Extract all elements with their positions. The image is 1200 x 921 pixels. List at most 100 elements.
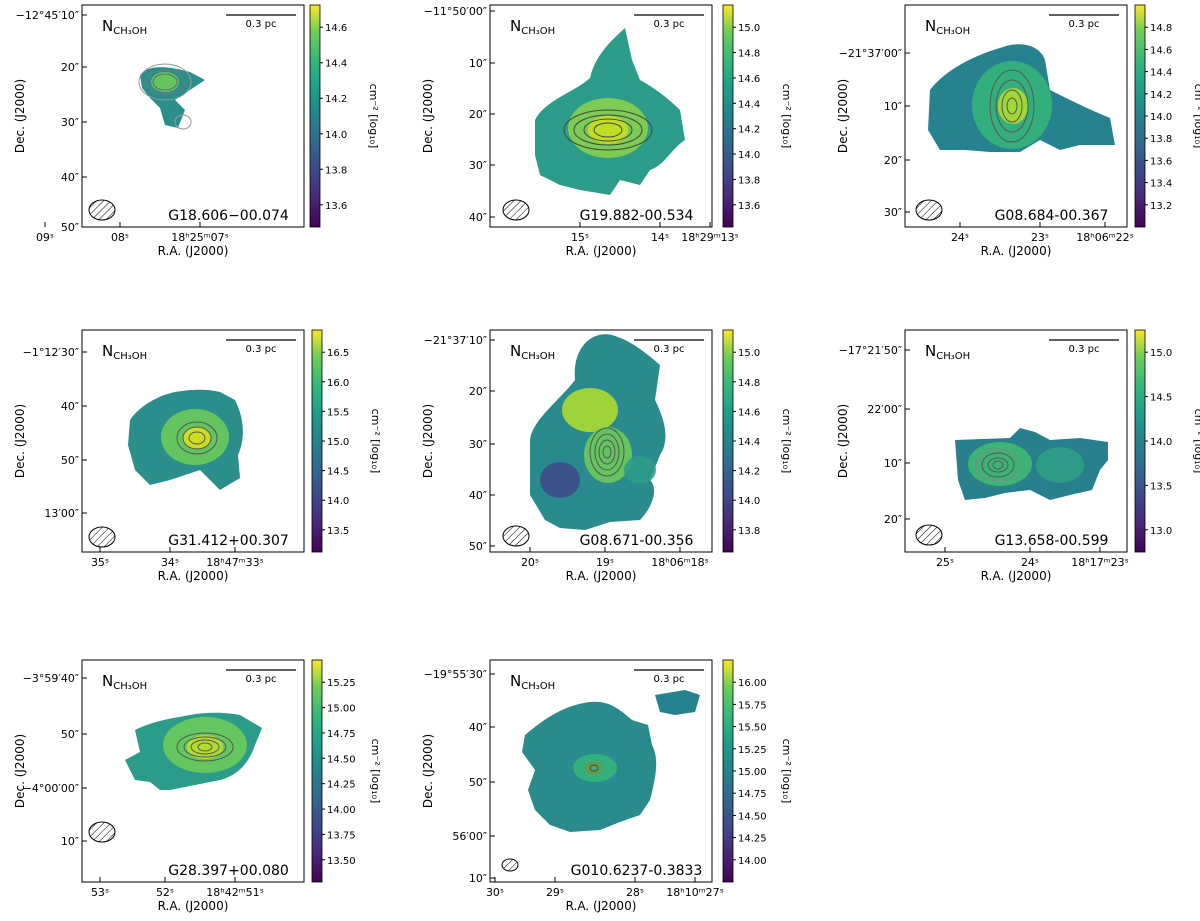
colorbar-tick-label: 15.0 xyxy=(327,437,349,448)
colorbar-tick-label: 13.4 xyxy=(1150,179,1172,190)
colorbar-label: cm⁻² [log₁₀] xyxy=(780,409,793,474)
colorbar-tick-label: 14.50 xyxy=(738,811,767,822)
y-tick-label: 50″ xyxy=(61,221,79,234)
contour xyxy=(992,460,1004,470)
colorbar-tick-label: 14.0 xyxy=(738,496,760,507)
contour xyxy=(152,73,178,91)
colorbar xyxy=(311,329,323,553)
colorbar-tick-label: 13.5 xyxy=(1150,481,1172,492)
colorbar-tick-label: 15.50 xyxy=(738,723,767,734)
contour xyxy=(981,452,1015,478)
y-tick-label: 20″ xyxy=(884,513,902,526)
colorbar-label: cm⁻² [log₁₀] xyxy=(780,84,793,149)
scalebar-label: 0.3 pc xyxy=(654,344,685,355)
map-label: NCH₃OH xyxy=(925,17,970,37)
map-label: NCH₃OH xyxy=(102,342,147,362)
y-tick-label: 30″ xyxy=(469,438,487,451)
map-image xyxy=(955,428,1108,500)
source-name: G28.397+00.080 xyxy=(168,863,289,879)
x-axis-label: R.A. (J2000) xyxy=(981,244,1052,258)
plot-frame xyxy=(81,329,305,553)
y-axis-label: Dec. (J2000) xyxy=(421,734,435,808)
y-tick-label: 30″ xyxy=(469,159,487,172)
scalebar-label: 0.3 pc xyxy=(1069,19,1100,30)
beam-ellipse xyxy=(915,199,943,221)
contour xyxy=(197,742,213,752)
x-tick-label: 25ˢ xyxy=(936,556,954,569)
map-label: NCH₃OH xyxy=(102,17,147,37)
x-axis-label: R.A. (J2000) xyxy=(566,899,637,913)
colorbar-tick-label: 15.25 xyxy=(327,678,356,689)
x-axis-label: R.A. (J2000) xyxy=(158,569,229,583)
colorbar-label: cm⁻² [log₁₀] xyxy=(369,739,382,804)
emission-peak xyxy=(584,427,632,483)
colorbar-tick-label: 14.0 xyxy=(1150,112,1172,123)
map-label-sub: CH₃OH xyxy=(521,26,555,37)
map-label-sub: CH₃OH xyxy=(113,26,147,37)
map-image xyxy=(138,63,205,130)
y-tick-label: 30″ xyxy=(884,206,902,219)
colorbar-tick-label: 14.75 xyxy=(327,729,356,740)
contour xyxy=(593,122,623,138)
x-tick-label: 24ˢ xyxy=(951,231,969,244)
colorbar-tick-label: 14.00 xyxy=(327,805,356,816)
y-tick-label: 56′00″ xyxy=(452,830,487,843)
x-axis-label: R.A. (J2000) xyxy=(158,899,229,913)
y-tick-label: −3°59′40″ xyxy=(23,672,79,685)
y-tick-label: −12°45′10″ xyxy=(16,9,79,22)
y-axis-label: Dec. (J2000) xyxy=(421,79,435,153)
colorbar-tick-label: 13.6 xyxy=(1150,156,1172,167)
y-tick-label: 40″ xyxy=(469,489,487,502)
y-tick-label: 40″ xyxy=(61,171,79,184)
contour xyxy=(174,114,192,130)
colorbar-tick-label: 13.6 xyxy=(738,201,760,212)
y-axis-label: Dec. (J2000) xyxy=(13,79,27,153)
colorbar-tick-label: 13.75 xyxy=(327,830,356,841)
colorbar-tick-label: 14.2 xyxy=(1150,90,1172,101)
map-label-sub: CH₃OH xyxy=(936,351,970,362)
y-tick-label: 50″ xyxy=(469,540,487,553)
beam-ellipse xyxy=(88,199,116,221)
y-tick-label: −21°37′10″ xyxy=(424,334,487,347)
emission-peak xyxy=(624,456,656,484)
x-tick-label: 53ˢ xyxy=(91,886,109,899)
contour xyxy=(987,457,1009,473)
contour xyxy=(1006,97,1018,115)
map-image xyxy=(125,712,262,790)
colorbar-label: cm⁻² [log₁₀] xyxy=(780,739,793,804)
colorbar xyxy=(1134,4,1146,228)
x-tick-label: 24ˢ xyxy=(1021,556,1039,569)
scalebar-label: 0.3 pc xyxy=(654,19,685,30)
panel: NCH₃OH 0.3 pc G31.412+00.307 −1°12′30″ 40″ 50… xyxy=(13,329,382,583)
colorbar-label: cm⁻² [log₁₀] xyxy=(369,409,382,474)
scalebar-label: 0.3 pc xyxy=(246,344,277,355)
contour xyxy=(138,63,192,101)
x-tick-label: 09ˢ xyxy=(36,231,54,244)
colorbar-tick-label: 15.5 xyxy=(327,407,349,418)
contour xyxy=(176,732,234,762)
y-tick-label: 10″ xyxy=(884,100,902,113)
contour xyxy=(975,448,1021,482)
y-tick-label: −21°37′00″ xyxy=(839,47,902,60)
contour xyxy=(190,739,220,755)
colorbar-tick-label: 15.00 xyxy=(738,767,767,778)
y-tick-label: 20″ xyxy=(469,385,487,398)
contour xyxy=(989,69,1035,143)
map-image xyxy=(535,28,685,195)
y-axis-label: Dec. (J2000) xyxy=(836,404,850,478)
x-tick-label: 23ˢ xyxy=(1031,231,1049,244)
y-tick-label: 40″ xyxy=(61,400,79,413)
colorbar-tick-label: 13.0 xyxy=(1150,526,1172,537)
plot-frame xyxy=(489,329,713,553)
panel: NCH₃OH 0.3 pc G28.397+00.080 −3°59′40″ 50″ −4… xyxy=(13,659,382,913)
x-tick-label: 19ˢ xyxy=(596,556,614,569)
y-tick-label: −1°12′30″ xyxy=(23,346,79,359)
emission-peak xyxy=(1036,447,1084,483)
y-tick-label: 20″ xyxy=(61,61,79,74)
x-axis-label: R.A. (J2000) xyxy=(566,569,637,583)
colorbar-tick-label: 15.75 xyxy=(738,700,767,711)
beam-ellipse xyxy=(502,525,530,547)
emission-peak xyxy=(588,116,628,144)
y-tick-label: −4°00′00″ xyxy=(23,782,79,795)
colorbar-tick-label: 14.75 xyxy=(738,789,767,800)
